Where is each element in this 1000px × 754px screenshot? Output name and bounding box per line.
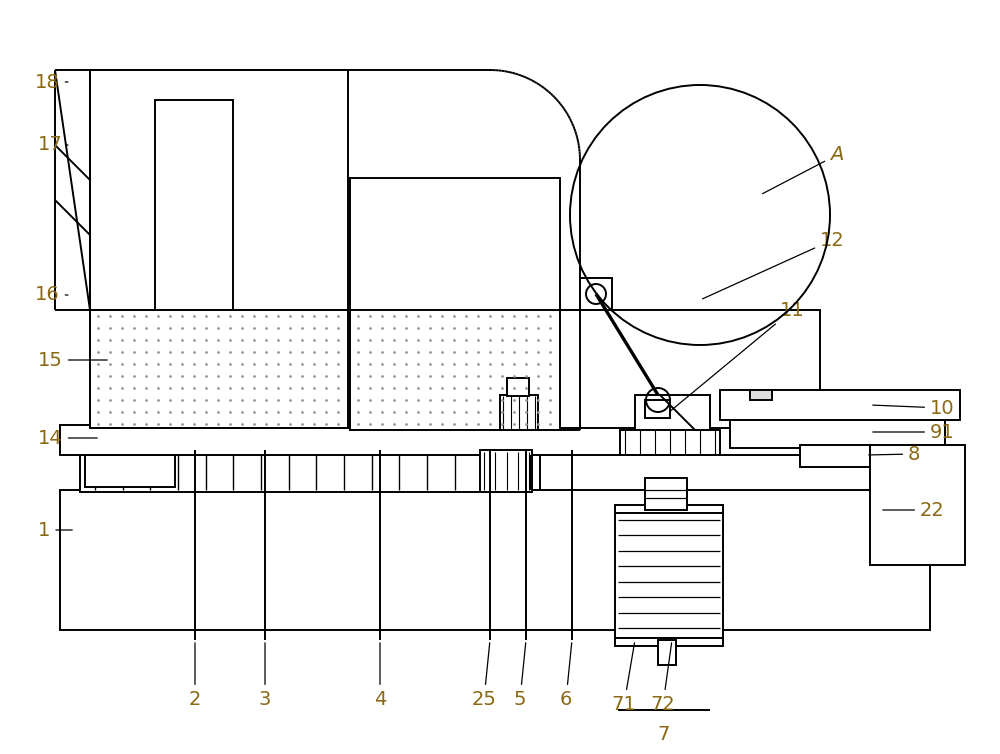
Bar	[800, 445, 870, 467]
Bar	[615, 638, 723, 646]
Text: 4: 4	[374, 642, 386, 709]
Bar	[750, 390, 772, 400]
Text: 2: 2	[189, 642, 201, 709]
Bar	[720, 390, 960, 420]
Bar	[870, 445, 965, 565]
Bar	[645, 478, 687, 510]
Text: 16: 16	[35, 286, 68, 305]
Text: 22: 22	[883, 501, 945, 520]
Text: 25: 25	[472, 642, 496, 709]
Bar	[480, 450, 532, 492]
Text: 14: 14	[38, 428, 97, 448]
Bar	[90, 70, 348, 428]
Text: 1: 1	[38, 520, 72, 540]
Text: 10: 10	[873, 399, 955, 418]
Bar	[500, 395, 538, 430]
Bar	[658, 640, 676, 665]
Bar	[90, 310, 820, 428]
Bar	[80, 450, 530, 492]
Bar	[615, 510, 723, 638]
Text: 6: 6	[560, 642, 572, 709]
Text: 18: 18	[35, 72, 68, 91]
Bar	[620, 430, 720, 455]
Bar	[730, 420, 945, 448]
Text: 7: 7	[658, 725, 670, 744]
Text: 15: 15	[38, 351, 107, 369]
Text: 5: 5	[514, 642, 526, 709]
Bar	[507, 378, 529, 396]
Bar	[635, 395, 710, 435]
Bar	[350, 178, 560, 430]
Text: 8: 8	[869, 445, 920, 464]
Text: 71: 71	[612, 642, 636, 714]
Bar	[580, 278, 612, 310]
Text: 17: 17	[38, 136, 68, 155]
Text: 91: 91	[873, 422, 955, 442]
Bar	[645, 400, 670, 418]
Bar	[60, 425, 830, 455]
Text: 72: 72	[651, 642, 675, 714]
Bar	[60, 490, 930, 630]
Bar	[85, 455, 175, 487]
Text: A: A	[762, 146, 843, 194]
Text: 12: 12	[703, 231, 845, 299]
Bar	[615, 505, 723, 513]
Text: 11: 11	[670, 301, 805, 411]
Bar	[155, 100, 233, 310]
Text: 3: 3	[259, 642, 271, 709]
